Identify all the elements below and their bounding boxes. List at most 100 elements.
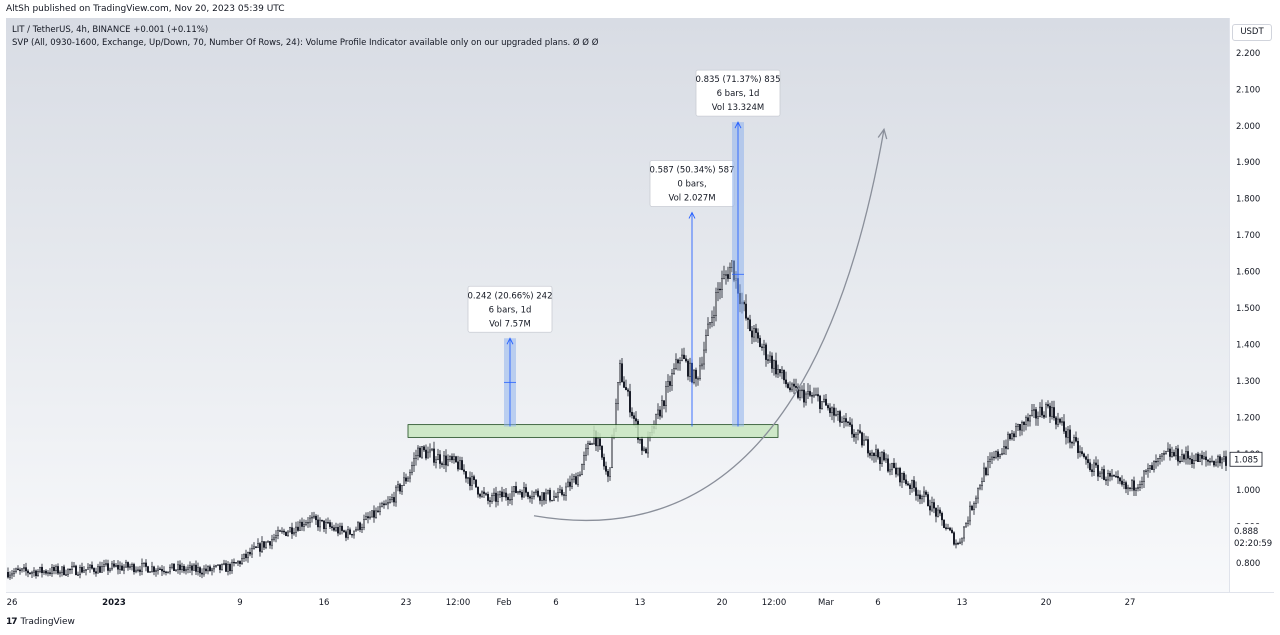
candle — [531, 490, 533, 504]
candle — [849, 417, 851, 427]
candle — [303, 519, 305, 532]
candle — [493, 488, 495, 502]
candle — [983, 462, 985, 482]
candle — [587, 440, 589, 456]
candle — [97, 563, 99, 574]
candle — [1103, 465, 1105, 481]
candle — [55, 564, 57, 575]
candle — [641, 436, 643, 455]
candle — [969, 501, 971, 526]
candle — [253, 542, 255, 550]
indicator-legend[interactable]: SVP (All, 0930-1600, Exchange, Up/Down, … — [12, 38, 599, 48]
chart-area[interactable] — [6, 18, 1229, 592]
candle — [95, 567, 97, 577]
candle — [505, 487, 507, 501]
candle — [833, 403, 835, 423]
candle — [191, 563, 193, 576]
candle — [1193, 454, 1195, 469]
candle — [185, 566, 187, 575]
candle — [87, 563, 89, 570]
candle — [389, 496, 391, 504]
candle — [993, 451, 995, 461]
candle — [1117, 470, 1119, 484]
candle — [559, 485, 561, 494]
candle — [381, 501, 383, 508]
candle — [1127, 484, 1129, 495]
measure-label-line: 0 bars, — [677, 180, 706, 190]
candle — [683, 347, 685, 360]
candle — [427, 446, 429, 459]
candle — [447, 454, 449, 467]
candle — [403, 472, 405, 486]
measure-label-line: Vol 2.027M — [668, 194, 715, 204]
candle — [667, 374, 669, 393]
tradingview-branding[interactable]: 17 TradingView — [6, 617, 75, 627]
candle — [29, 572, 31, 575]
currency-button[interactable]: USDT — [1232, 24, 1272, 41]
candle — [327, 517, 329, 524]
candle — [623, 376, 625, 389]
candle — [645, 447, 647, 454]
candle — [239, 560, 241, 567]
candle — [1111, 469, 1113, 481]
candle — [139, 565, 141, 576]
price-scale[interactable] — [1229, 18, 1275, 592]
candle — [1171, 446, 1173, 458]
candle — [1189, 455, 1191, 465]
candle — [235, 562, 237, 564]
candle — [1133, 476, 1135, 497]
candle — [1061, 417, 1063, 426]
candle — [1173, 449, 1175, 457]
candle — [1099, 470, 1101, 478]
candle — [523, 482, 525, 498]
candle — [525, 483, 527, 497]
candle — [967, 516, 969, 527]
candle — [473, 474, 475, 485]
candle — [25, 562, 27, 576]
candle — [727, 266, 729, 282]
candle — [527, 491, 529, 500]
candle — [1023, 421, 1025, 432]
candle — [995, 450, 997, 460]
y-tick-label: 2.100 — [1236, 85, 1260, 95]
candle — [1155, 454, 1157, 469]
candle — [215, 564, 217, 568]
candle — [401, 484, 403, 495]
x-tick-label: Feb — [496, 598, 511, 608]
candle — [999, 453, 1001, 459]
candle — [75, 564, 77, 576]
candle — [1087, 453, 1089, 469]
candle — [507, 493, 509, 506]
candle — [1199, 453, 1201, 462]
candle — [479, 492, 481, 499]
candle — [721, 270, 723, 299]
candle — [291, 522, 293, 539]
symbol-legend[interactable]: LIT / TetherUS, 4h, BINANCE +0.001 (+0.1… — [12, 25, 209, 35]
candle — [1033, 403, 1035, 418]
candle — [323, 520, 325, 533]
candle — [1205, 450, 1207, 467]
candle — [263, 541, 265, 550]
time-axis[interactable] — [6, 592, 1274, 613]
candle — [627, 387, 629, 397]
candle — [109, 567, 111, 573]
price-range-measure: 0.242 (20.66%) 242 6 bars, 1d Vol 7.57M — [467, 285, 553, 427]
candle — [271, 534, 273, 550]
candle — [361, 523, 363, 533]
candle — [487, 491, 489, 505]
candle — [463, 464, 465, 475]
candle — [873, 452, 875, 463]
candle — [971, 504, 973, 511]
candle — [103, 559, 105, 572]
candle — [197, 562, 199, 576]
candle — [813, 387, 815, 398]
candle — [673, 363, 675, 375]
candle — [917, 489, 919, 502]
candle — [1075, 431, 1077, 443]
candle — [839, 409, 841, 427]
candle — [159, 566, 161, 570]
candle — [33, 567, 35, 577]
measure-label-line: 6 bars, 1d — [717, 89, 760, 99]
candle — [105, 559, 107, 567]
candle — [273, 533, 275, 542]
